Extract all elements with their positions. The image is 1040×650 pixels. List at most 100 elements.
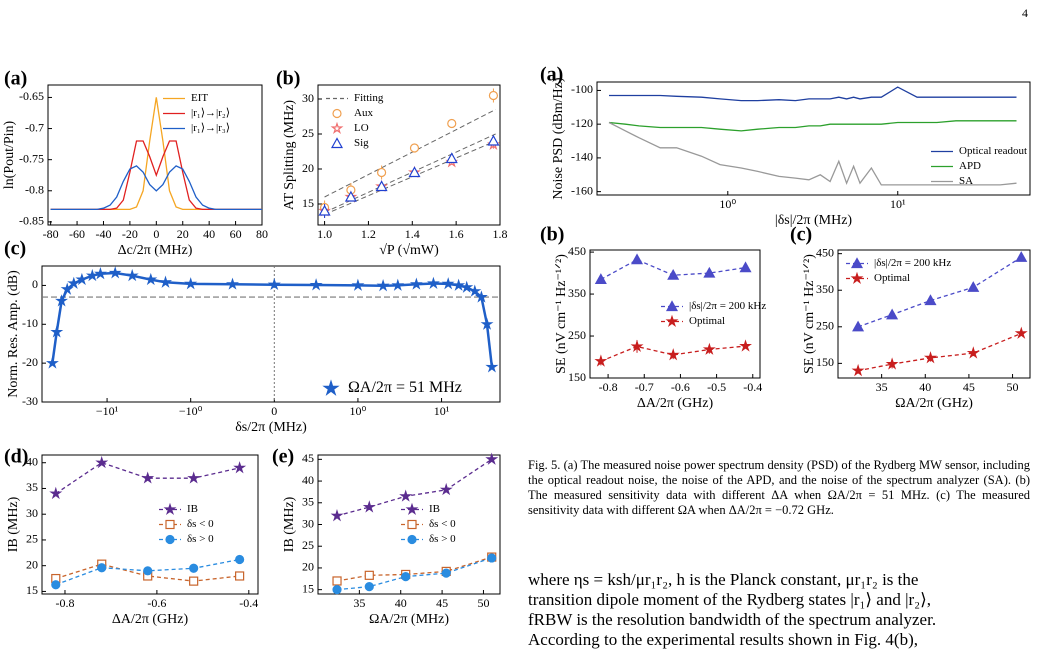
x-tick-label: 45 [963, 380, 975, 394]
y-tick-label: 25 [302, 538, 314, 552]
x-tick-label: -0.6 [671, 380, 690, 394]
marker [487, 553, 497, 563]
marker [159, 275, 173, 288]
marker [235, 554, 245, 565]
legend-label: δs > 0 [429, 533, 456, 545]
marker [97, 563, 107, 573]
x-tick-label: -0.8 [55, 596, 74, 610]
marker [487, 134, 500, 146]
marker [332, 585, 342, 595]
marker [163, 502, 177, 516]
marker [401, 572, 411, 582]
y-tick-label: 30 [302, 516, 314, 530]
panel-label: (b) [540, 224, 564, 246]
x-tick-label: 60 [230, 227, 242, 241]
y-tick-label: -0.85 [19, 214, 44, 228]
marker [594, 354, 608, 367]
x-tick-label: 0 [153, 227, 159, 241]
legend-label: Optical readout [959, 145, 1027, 157]
marker [332, 576, 342, 586]
series-line [608, 120, 1017, 132]
y-tick-label: 25 [26, 532, 38, 546]
x-tick-label: 50 [1007, 380, 1019, 394]
legend-label: δs < 0 [187, 518, 214, 530]
marker [49, 486, 63, 500]
legend-label: SA [959, 175, 973, 187]
y-tick-label: -30 [22, 394, 38, 408]
marker [233, 461, 247, 474]
x-tick-label: -0.4 [743, 380, 762, 394]
series-line [50, 97, 262, 211]
marker [318, 204, 331, 216]
marker [409, 277, 423, 290]
marker [460, 280, 474, 293]
marker [85, 268, 99, 282]
panel-label: (b) [276, 68, 300, 90]
marker [480, 317, 494, 330]
y-tick-label: -20 [22, 355, 38, 369]
y-axis-label: IB (MHz) [282, 496, 297, 552]
marker [441, 277, 455, 290]
marker [184, 277, 198, 290]
marker [409, 143, 420, 153]
marker [332, 108, 342, 119]
x-tick-label: -0.8 [599, 380, 618, 394]
marker [187, 471, 201, 484]
y-tick-label: -0.8 [25, 183, 44, 197]
series-line [50, 140, 262, 211]
marker [468, 284, 482, 297]
y-axis-label: Noise PSD (dBm/Hz) [551, 77, 566, 199]
x-tick-label: -40 [95, 227, 111, 241]
marker [189, 563, 199, 573]
panel-label: (a) [540, 64, 563, 86]
marker [399, 489, 413, 502]
x-tick-label: −10¹ [96, 404, 119, 418]
marker [165, 534, 175, 545]
marker [351, 278, 365, 291]
legend-label: |δs|/2π = 200 kHz [689, 300, 766, 312]
y-axis-label: SE (nV cm⁻¹ Hz⁻¹ᐟ²) [554, 254, 569, 374]
marker [885, 357, 899, 370]
y-tick-label: 450 [816, 245, 834, 259]
plot-frame [837, 249, 1031, 379]
legend-label: |r₁⟩→|r₂⟩ [191, 107, 230, 119]
marker [966, 346, 980, 359]
marker [665, 314, 679, 328]
marker [631, 253, 644, 265]
marker [50, 325, 64, 338]
x-tick-label: 10¹ [434, 404, 450, 418]
x-axis-label: ΔA/2π (GHz) [637, 396, 714, 411]
x-axis-label: δs/2π (MHz) [235, 420, 307, 435]
marker [439, 482, 453, 496]
y-tick-label: -120 [571, 116, 593, 130]
marker [67, 276, 81, 290]
text-line: According to the experimental results sh… [528, 630, 918, 649]
y-tick-label: 15 [302, 196, 314, 210]
y-tick-label: 20 [302, 560, 314, 574]
marker [141, 471, 155, 484]
marker [666, 348, 680, 361]
legend-label: Optimal [874, 272, 910, 284]
marker [364, 570, 374, 580]
x-tick-label: 80 [256, 227, 268, 241]
plot-frame [41, 265, 501, 403]
marker [923, 351, 938, 364]
plot-frame [47, 84, 263, 226]
series-line [336, 556, 492, 582]
marker [46, 356, 59, 369]
body-text: where ηs = ksh/μr₁r₂, h is the Planck co… [528, 570, 1030, 650]
panel-label: (c) [4, 238, 26, 260]
y-tick-label: 45 [302, 451, 314, 465]
marker [594, 273, 607, 284]
marker [309, 278, 323, 291]
y-tick-label: -160 [571, 183, 593, 197]
x-tick-label: 1.4 [405, 227, 420, 241]
marker [267, 277, 281, 291]
marker [485, 452, 499, 465]
marker [362, 500, 376, 513]
legend-label: Aux [354, 107, 373, 119]
marker [441, 568, 451, 578]
legend-label: δs > 0 [187, 533, 214, 545]
x-tick-label: 1.0 [317, 227, 332, 241]
